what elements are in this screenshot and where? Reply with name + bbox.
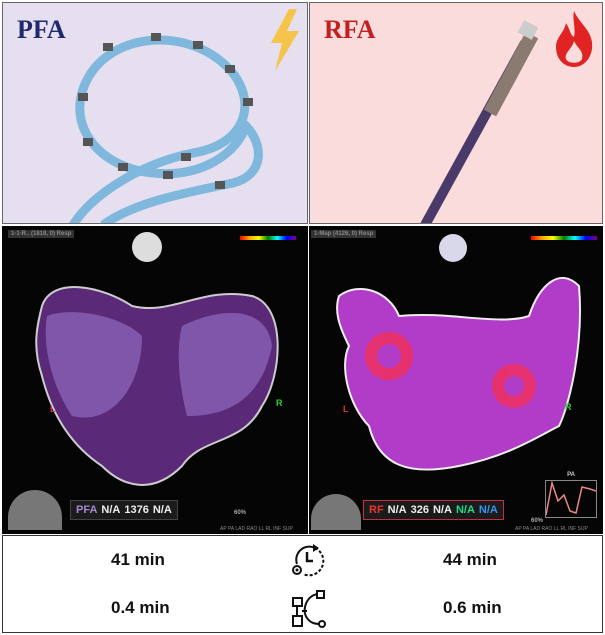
rfa-electroanatomic-map: 1-Map (4126, 0) Resp L R RF N/A 326 N/A … [309, 226, 603, 534]
pfa-electroanatomic-map: 1-1-R.. (1818, 0) Resp L R PFA N/A 1376 … [2, 226, 308, 534]
marker-right: R [565, 402, 572, 412]
pfa-value: 41 min [111, 550, 165, 569]
readout-bi: N/A [152, 504, 172, 516]
readout-mode: PFA [76, 504, 98, 516]
navigation-dial[interactable] [8, 490, 62, 530]
pfa-value: 0.4 min [111, 598, 170, 617]
pfa-catheter-image [68, 33, 263, 223]
flame-icon [556, 11, 593, 67]
rfa-value: 44 min [443, 550, 497, 569]
color-scale-bar [531, 236, 597, 240]
marker-left: L [50, 404, 56, 414]
lightning-icon [271, 9, 299, 71]
readout-lat: N/A [387, 504, 407, 516]
readout-value-1: N/A [455, 504, 475, 516]
pfa-panel: PFA [2, 2, 308, 224]
pfa-title: PFA [17, 15, 66, 44]
graph-label: PA [567, 472, 575, 478]
map-header: 1-1-R.. (1818, 0) Resp [8, 230, 75, 238]
marker-right: R [276, 398, 283, 408]
readout-bi: N/A [432, 504, 452, 516]
readout-lat: N/A [101, 504, 121, 516]
readout-value-2: N/A [478, 504, 498, 516]
readout-mode: RF [369, 504, 384, 516]
map-header: 1-Map (4126, 0) Resp [311, 230, 377, 238]
rfa-value: 0.6 min [443, 598, 502, 617]
readout-cl: 1376 [124, 504, 149, 516]
atrium-shape [336, 276, 581, 471]
rfa-panel: RFA [309, 2, 603, 224]
atrium-shape [35, 286, 279, 486]
clock-icon [292, 544, 325, 577]
marker-left: L [343, 404, 349, 414]
color-scale-bar [240, 236, 296, 240]
rfa-catheter-image [420, 20, 539, 223]
pfa-readout: PFA N/A 1376 N/A [70, 500, 178, 520]
navigation-dial[interactable] [311, 494, 361, 530]
view-buttons[interactable]: AP PA LAD RAO LL RL INF SUP [515, 526, 588, 532]
table-row-duration: 41 min 44 min [3, 536, 602, 584]
table-row-workflow: 0.4 min 0.6 min [3, 584, 602, 632]
zoom-level: 60% [234, 510, 247, 516]
zoom-level: 60% [531, 518, 544, 524]
readout-cl: 326 [410, 504, 429, 516]
orientation-disc [132, 232, 162, 262]
rfa-title: RFA [324, 15, 376, 44]
rfa-readout: RF N/A 326 N/A N/A N/A [363, 500, 504, 520]
comparison-table: 41 min 44 min 0.4 min 0.6 min [2, 535, 603, 633]
workflow-icon [292, 590, 326, 628]
signal-graph [545, 480, 597, 518]
orientation-disc [439, 234, 467, 262]
view-buttons[interactable]: AP PA LAD RAO LL RL INF SUP [220, 526, 293, 532]
